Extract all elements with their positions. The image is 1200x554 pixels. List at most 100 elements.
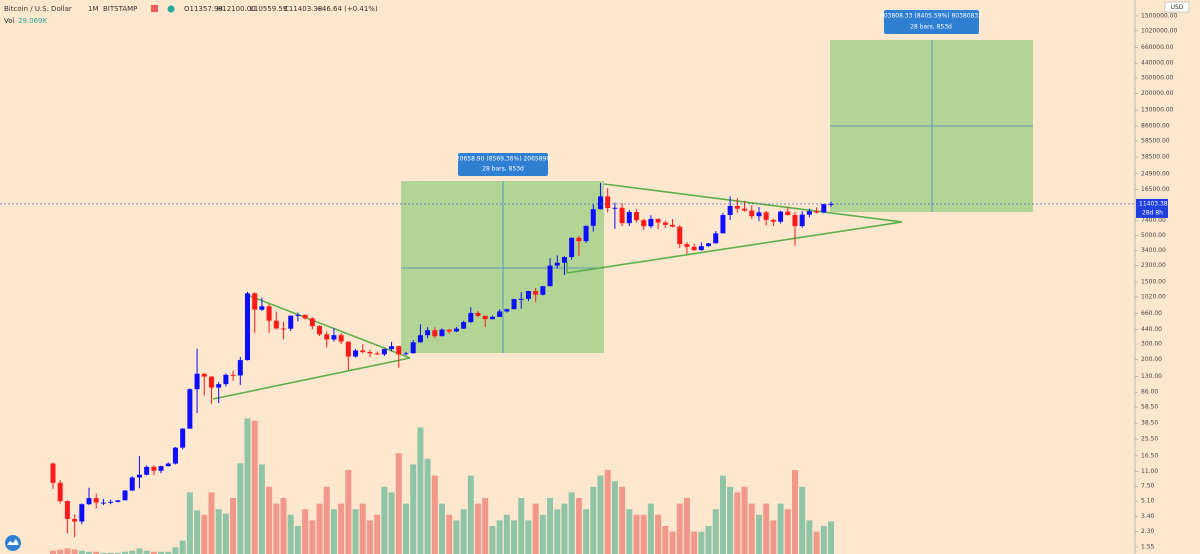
volume-bar [179, 540, 186, 554]
volume-bar [806, 520, 813, 554]
y-tick-label: 5000.00 [1141, 232, 1166, 239]
candle-body [64, 501, 70, 520]
candle-body [403, 353, 409, 355]
candle-body [122, 490, 128, 501]
trend-line [249, 295, 411, 359]
y-tick-label: 660.00 [1141, 310, 1162, 317]
volume-bar [266, 486, 273, 554]
measure-box [401, 181, 604, 353]
volume-bar [755, 514, 762, 554]
legend-change: +46.64 (+0.41%) [316, 5, 378, 13]
volume-bar [172, 547, 179, 554]
volume-bar [799, 486, 806, 554]
volume-bar [446, 514, 453, 554]
volume-bar [547, 498, 554, 554]
candle-body [259, 306, 265, 310]
volume-bar [244, 418, 251, 554]
volume-bar [583, 509, 590, 554]
candle-body [828, 203, 834, 205]
candle-body [742, 208, 748, 211]
candle-body [79, 504, 85, 522]
volume-label: Vol [4, 17, 15, 25]
y-tick-label: 38.50 [1141, 420, 1158, 427]
volume-bar [784, 509, 791, 554]
candle-body [353, 350, 359, 357]
volume-bar [71, 549, 78, 554]
candle-body [569, 237, 575, 258]
candle-body [547, 265, 553, 287]
volume-bar [222, 513, 229, 554]
volume-bar [158, 551, 165, 554]
drawings: 20658.90 (8569.36%) 2065890 28 bars, 853… [212, 10, 1033, 400]
volume-bar [683, 498, 690, 554]
candle-body [605, 196, 611, 208]
candle-body [324, 334, 330, 340]
volume-bar [770, 520, 777, 554]
volume-bar [597, 475, 604, 554]
y-tick-label: 1500000.00 [1141, 12, 1177, 19]
volume-bar [100, 552, 107, 554]
y-tick-label: 58.50 [1141, 404, 1158, 411]
volume-bar [258, 464, 265, 554]
volume-bar [820, 526, 827, 554]
volume-bar [316, 503, 323, 554]
y-tick-label: 1020.00 [1141, 293, 1166, 300]
candle-body [504, 309, 510, 312]
volume-bar [143, 550, 150, 554]
volume-bar [698, 531, 705, 554]
candle-body [821, 204, 827, 213]
volume-bar [662, 526, 669, 554]
candle-body [410, 342, 416, 354]
y-tick-label: 7.50 [1141, 483, 1155, 490]
y-tick-label: 16500.00 [1141, 186, 1170, 193]
candle-body [100, 502, 106, 504]
volume-bar [93, 551, 100, 554]
logo-mark [7, 539, 19, 545]
candle-body [533, 290, 539, 295]
volume-bar [251, 420, 258, 554]
candle-body [345, 341, 351, 357]
volume-bar [554, 509, 561, 554]
candle-body [374, 353, 380, 355]
annotation-text: 803808.33 (8405.59%) 80380833 [880, 13, 982, 20]
candle-body [237, 360, 243, 376]
price-label-box [1136, 198, 1168, 218]
legend-close: C11403.38 [284, 5, 322, 13]
trend-line [212, 357, 411, 400]
candle-body [698, 246, 704, 251]
y-tick-label: 300.00 [1141, 341, 1162, 348]
candle-body [208, 376, 214, 388]
candle-body [223, 374, 229, 385]
candle-body [806, 211, 812, 215]
volume-bar [352, 509, 359, 554]
y-tick-label: 300000.00 [1141, 74, 1174, 81]
volume-bar [410, 464, 417, 554]
volume-bar [460, 509, 467, 554]
candle-body [72, 519, 78, 522]
candle-body [713, 233, 719, 244]
volume-bar [388, 492, 395, 554]
candle-body [108, 501, 114, 503]
candle-body [194, 373, 200, 390]
volume-bar [791, 470, 798, 554]
candle-body [511, 299, 517, 310]
annotation-text: 28 bars, 853d [910, 24, 952, 31]
volume-bar [402, 503, 409, 554]
candle-body [590, 209, 596, 226]
volume-bar [590, 486, 597, 554]
candle-body [475, 312, 481, 316]
volume-bar [539, 514, 546, 554]
volume-bar [626, 509, 633, 554]
candle-body [187, 389, 193, 429]
candle-body [540, 286, 546, 295]
volume-bar [727, 486, 734, 554]
volume-bar [338, 503, 345, 554]
volume-bar [208, 492, 215, 554]
candle-body [525, 290, 531, 299]
volume-bar [294, 526, 301, 554]
candle-body [288, 315, 294, 329]
candle-body [706, 243, 712, 247]
interval: 1M [88, 5, 99, 13]
volume-bar [518, 498, 525, 554]
volume-bar [719, 475, 726, 554]
